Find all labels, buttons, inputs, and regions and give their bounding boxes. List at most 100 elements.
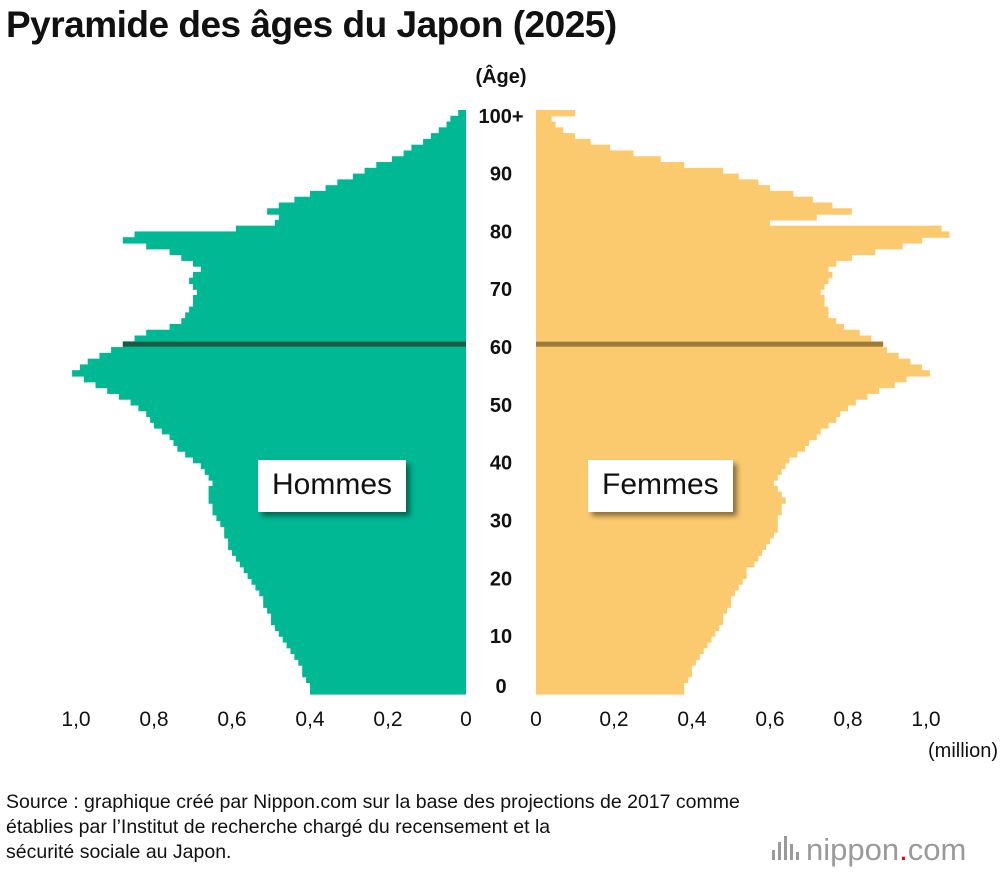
- x-tick-right-3: 0,6: [755, 708, 784, 731]
- men-bar-age-19: [251, 578, 466, 585]
- x-tick-left-3: 0,4: [295, 708, 325, 731]
- men-bar-age-3: [302, 670, 466, 678]
- women-bar-age-29: [536, 520, 778, 527]
- men-bar-age-62: [146, 329, 466, 337]
- men-bar-age-49: [138, 404, 466, 412]
- men-bar-age-80: [235, 225, 466, 233]
- women-bar-age-61: [536, 335, 872, 342]
- women-bar-age-49: [536, 404, 848, 412]
- men-bar-age-4: [302, 665, 466, 672]
- men-bar-age-54: [83, 375, 467, 383]
- women-bar-age-97: [536, 127, 564, 134]
- x-tick-right-4: 0,8: [833, 708, 862, 731]
- age-tick-10: 10: [490, 626, 512, 648]
- men-bar-age-10: [278, 630, 466, 637]
- men-bar-age-26: [228, 537, 466, 545]
- women-bar-age-72: [536, 271, 833, 279]
- men-bar-age-44: [169, 433, 466, 441]
- men-bar-age-23: [235, 555, 466, 562]
- women-bar-age-27: [536, 532, 774, 539]
- women-bar-age-85: [536, 196, 813, 204]
- x-tick-right-0: 0: [530, 708, 542, 731]
- women-bar-age-17: [536, 589, 735, 597]
- men-bar-age-89: [352, 173, 466, 180]
- women-bar-age-75: [536, 254, 852, 261]
- men-bars: [72, 110, 467, 695]
- women-bar-age-6: [536, 653, 700, 660]
- men-bar-age-58: [99, 352, 467, 360]
- men-bar-age-90: [364, 167, 466, 175]
- age-tick-50: 50: [490, 395, 512, 417]
- women-bar-age-3: [536, 670, 692, 678]
- women-bar-age-57: [536, 358, 911, 366]
- men-bar-age-21: [243, 566, 466, 574]
- women-bar-age-9: [536, 636, 712, 643]
- men-bar-age-0: [310, 688, 466, 695]
- women-bar-age-19: [536, 578, 743, 585]
- men-bar-age-43: [173, 439, 466, 446]
- population-pyramid: 0 10 20 30 40 50 60 70 80 90 100+ 1,0 0,8 0,6 0,4 0,2 0…: [61, 64, 998, 762]
- men-bar-age-25: [228, 543, 466, 551]
- women-bar-age-84: [536, 202, 833, 209]
- men-bar-age-75: [181, 254, 467, 261]
- men-bar-age-52: [107, 387, 466, 394]
- x-tick-right-1: 0,2: [599, 708, 628, 731]
- women-bar-age-7: [536, 647, 704, 655]
- men-bar-age-79: [134, 231, 466, 238]
- age-tick-20: 20: [490, 568, 512, 590]
- men-bar-age-88: [337, 179, 466, 186]
- women-bar-age-1: [536, 682, 685, 689]
- x-tick-labels: 1,0 0,8 0,6 0,4 0,2 0 0 0,2 0,4 0,6 0,8 1,0: [61, 708, 940, 731]
- men-bar-age-68: [193, 295, 466, 302]
- women-bar-age-30: [536, 514, 778, 522]
- men-bar-age-94: [411, 144, 466, 152]
- women-bar-age-100: [536, 110, 575, 117]
- women-bar-age-95: [536, 138, 591, 146]
- men-bar-age-98: [446, 121, 466, 128]
- women-bar-age-55: [536, 370, 930, 377]
- women-bar-age-53: [536, 381, 895, 389]
- women-bar-age-20: [536, 572, 747, 579]
- men-bar-age-48: [146, 410, 466, 418]
- men-bar-age-64: [181, 318, 467, 325]
- men-bar-age-11: [274, 624, 466, 631]
- women-bar-age-12: [536, 618, 724, 626]
- women-bar-age-62: [536, 329, 860, 337]
- men-bar-age-27: [224, 532, 466, 539]
- women-bar-age-80: [536, 225, 942, 233]
- men-bar-age-15: [263, 601, 466, 608]
- men-age-60-marker: [122, 341, 467, 347]
- men-bar-age-84: [278, 202, 466, 209]
- women-bar-age-65: [536, 312, 829, 319]
- men-bar-age-81: [274, 219, 466, 227]
- women-bars: [536, 110, 950, 695]
- men-bar-age-12: [271, 618, 466, 626]
- men-bar-age-100: [458, 110, 466, 117]
- x-tick-left-4: 0,2: [373, 708, 402, 731]
- women-bar-age-78: [536, 237, 923, 244]
- source-line-3: sécurité sociale au Japon.: [6, 841, 232, 863]
- men-bar-age-16: [263, 595, 466, 603]
- women-bar-age-74: [536, 260, 837, 267]
- men-bar-age-17: [259, 589, 466, 597]
- men-bar-age-46: [154, 422, 466, 429]
- men-bar-age-91: [376, 162, 466, 169]
- women-bar-age-45: [536, 428, 821, 435]
- men-bar-age-50: [130, 399, 466, 406]
- age-tick-40: 40: [490, 453, 512, 475]
- men-bar-age-7: [290, 647, 466, 655]
- women-bar-age-54: [536, 375, 907, 383]
- men-bar-age-2: [306, 676, 466, 684]
- men-bar-age-71: [189, 277, 466, 285]
- women-bar-age-8: [536, 641, 708, 649]
- women-bar-age-0: [536, 688, 685, 695]
- men-bar-age-72: [193, 271, 466, 279]
- women-bar-age-21: [536, 566, 747, 574]
- women-bar-age-71: [536, 277, 829, 285]
- women-bar-age-22: [536, 561, 755, 568]
- men-bar-age-8: [286, 641, 466, 649]
- men-bar-age-13: [271, 613, 466, 620]
- women-age-60-marker: [536, 341, 884, 347]
- women-bar-age-88: [536, 179, 759, 186]
- women-bar-age-31: [536, 508, 782, 516]
